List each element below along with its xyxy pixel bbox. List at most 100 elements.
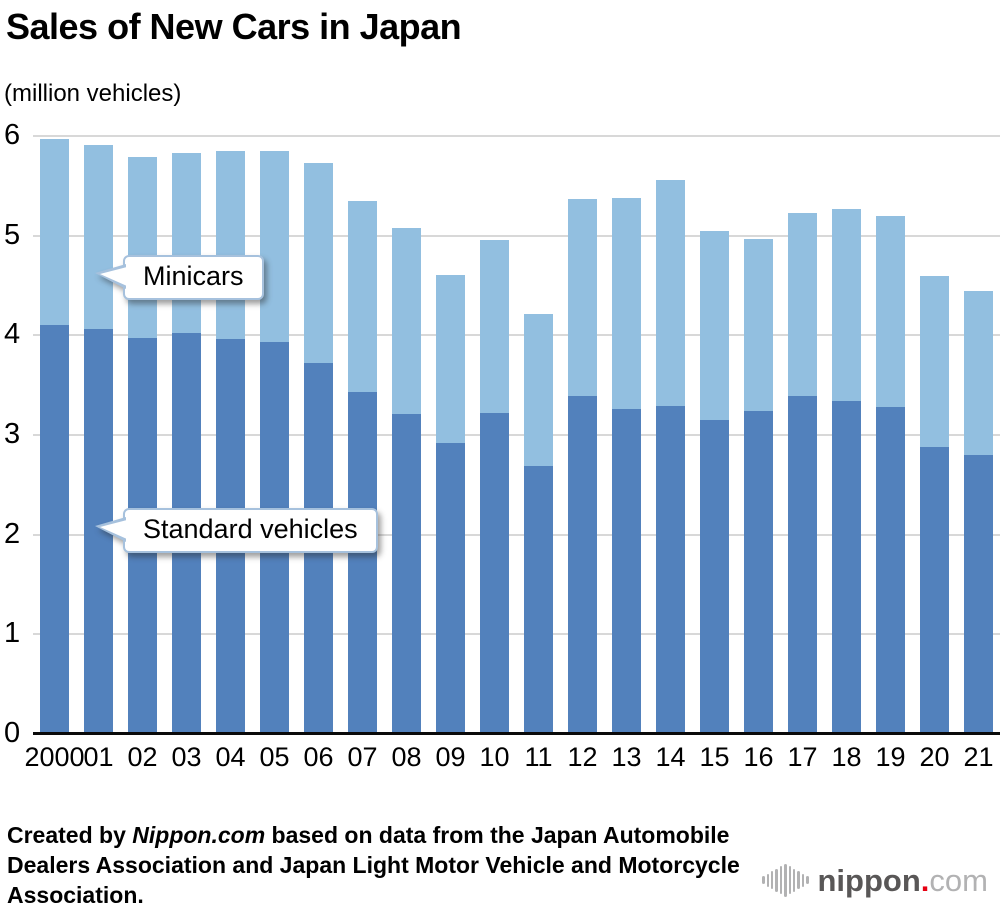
bar-segment-standard bbox=[392, 414, 421, 734]
bar-segment-standard bbox=[788, 396, 817, 734]
bar-05 bbox=[260, 150, 289, 734]
standard-vehicles-callout-label: Standard vehicles bbox=[143, 514, 358, 544]
bar-19 bbox=[876, 215, 905, 734]
logo-text-dot: . bbox=[920, 862, 930, 898]
x-tick-label-2000: 2000 bbox=[24, 742, 85, 772]
bar-06 bbox=[304, 162, 333, 734]
bar-segment-standard bbox=[744, 411, 773, 734]
x-tick-label-11: 11 bbox=[524, 742, 553, 772]
bar-segment-minicars bbox=[84, 144, 113, 330]
x-axis-line bbox=[33, 732, 1000, 735]
x-tick-label-16: 16 bbox=[743, 742, 774, 772]
bar-09 bbox=[436, 274, 465, 734]
bar-segment-minicars bbox=[524, 314, 553, 466]
x-tick-label-15: 15 bbox=[699, 742, 730, 772]
minicars-callout-box: Minicars bbox=[95, 255, 264, 300]
y-tick-label-0: 0 bbox=[4, 717, 21, 749]
x-tick-label-07: 07 bbox=[347, 742, 378, 772]
bar-12 bbox=[568, 198, 597, 734]
bar-segment-minicars bbox=[348, 200, 377, 393]
bar-segment-standard bbox=[832, 401, 861, 734]
x-tick-label-13: 13 bbox=[611, 742, 642, 772]
logo-text-com: com bbox=[929, 862, 988, 898]
bar-03 bbox=[172, 152, 201, 734]
bar-segment-minicars bbox=[700, 230, 729, 421]
grid-line-5 bbox=[33, 234, 1000, 237]
bar-15 bbox=[700, 230, 729, 734]
bar-18 bbox=[832, 208, 861, 734]
bar-segment-minicars bbox=[128, 156, 157, 339]
grid-line-3 bbox=[33, 434, 1000, 436]
x-tick-label-05: 05 bbox=[259, 742, 290, 772]
bar-21 bbox=[964, 290, 993, 734]
bar-segment-minicars bbox=[744, 238, 773, 412]
y-tick-label-5: 5 bbox=[4, 218, 21, 251]
x-tick-label-04: 04 bbox=[215, 742, 246, 772]
y-tick-label-1: 1 bbox=[4, 617, 21, 650]
bar-segment-minicars bbox=[216, 150, 245, 340]
bar-segment-minicars bbox=[788, 212, 817, 397]
bar-segment-standard bbox=[480, 413, 509, 734]
bar-2000 bbox=[40, 139, 69, 734]
y-tick-label-2: 2 bbox=[4, 517, 21, 550]
x-tick-label-18: 18 bbox=[831, 742, 862, 772]
bar-segment-minicars bbox=[304, 162, 333, 364]
attribution-source-name: Nippon.com bbox=[132, 822, 266, 848]
bar-segment-minicars bbox=[172, 152, 201, 334]
bar-01 bbox=[84, 144, 113, 734]
x-tick-label-10: 10 bbox=[479, 742, 510, 772]
bar-segment-standard bbox=[700, 420, 729, 734]
bar-segment-minicars bbox=[612, 197, 641, 410]
bar-segment-minicars bbox=[876, 215, 905, 408]
nippon-logo-soundwave-icon bbox=[762, 860, 809, 900]
x-tick-label-03: 03 bbox=[171, 742, 202, 772]
x-tick-label-14: 14 bbox=[655, 742, 686, 772]
y-axis-unit-label: (million vehicles) bbox=[4, 80, 182, 107]
grid-line-6 bbox=[33, 135, 1000, 137]
bar-segment-standard bbox=[436, 442, 465, 734]
nippon-logo-wordmark: nippon . com bbox=[818, 865, 989, 896]
bar-segment-minicars bbox=[392, 227, 421, 415]
bar-04 bbox=[216, 150, 245, 734]
grid-line-1 bbox=[33, 633, 1000, 636]
bar-segment-minicars bbox=[40, 139, 69, 326]
x-tick-label-01: 01 bbox=[83, 742, 114, 772]
attribution-prefix: Created by bbox=[7, 822, 133, 848]
x-tick-label-02: 02 bbox=[127, 742, 158, 772]
x-tick-label-21: 21 bbox=[963, 742, 994, 772]
bar-20 bbox=[920, 275, 949, 734]
bar-17 bbox=[788, 212, 817, 734]
bar-02 bbox=[128, 156, 157, 734]
y-tick-label-6: 6 bbox=[4, 119, 21, 151]
bar-segment-minicars bbox=[260, 150, 289, 343]
standard-vehicles-callout: Standard vehicles bbox=[95, 508, 378, 553]
attribution-text: Created by Nippon.com based on data from… bbox=[7, 820, 755, 908]
bar-segment-minicars bbox=[964, 290, 993, 455]
x-tick-label-17: 17 bbox=[787, 742, 818, 772]
bar-14 bbox=[656, 179, 685, 734]
bar-segment-standard bbox=[40, 325, 69, 734]
bar-segment-minicars bbox=[436, 274, 465, 443]
bar-segment-standard bbox=[964, 454, 993, 734]
bar-segment-standard bbox=[612, 409, 641, 734]
nippon-logo: nippon . com bbox=[762, 860, 988, 900]
bar-11 bbox=[524, 314, 553, 734]
bar-16 bbox=[744, 238, 773, 734]
x-tick-label-20: 20 bbox=[919, 742, 950, 772]
grid-line-4 bbox=[33, 334, 1000, 337]
bar-13 bbox=[612, 197, 641, 734]
bar-10 bbox=[480, 239, 509, 734]
x-tick-label-19: 19 bbox=[875, 742, 906, 772]
bar-segment-minicars bbox=[920, 275, 949, 447]
bar-08 bbox=[392, 227, 421, 734]
bar-segment-standard bbox=[656, 406, 685, 734]
bar-segment-standard bbox=[524, 465, 553, 734]
bar-segment-minicars bbox=[832, 208, 861, 402]
bar-segment-standard bbox=[568, 396, 597, 734]
minicars-callout-label: Minicars bbox=[143, 261, 244, 291]
y-tick-label-4: 4 bbox=[4, 318, 21, 351]
attribution-suffix: based on data from the Japan Automobile … bbox=[7, 822, 740, 908]
x-tick-label-06: 06 bbox=[303, 742, 334, 772]
bar-segment-standard bbox=[348, 392, 377, 734]
